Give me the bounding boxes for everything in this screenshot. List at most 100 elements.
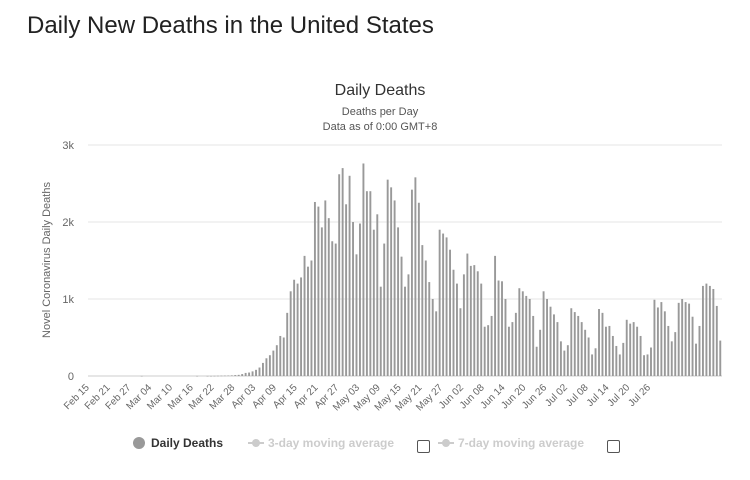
bar[interactable] xyxy=(629,323,632,376)
legend-3-day-average[interactable]: 3-day moving average xyxy=(248,436,394,450)
bar[interactable] xyxy=(324,200,327,376)
bar[interactable] xyxy=(504,299,507,376)
bar[interactable] xyxy=(417,202,420,376)
bar[interactable] xyxy=(490,315,493,376)
bar[interactable] xyxy=(636,326,639,376)
bar[interactable] xyxy=(258,367,261,376)
bar[interactable] xyxy=(546,299,548,376)
7-day-average-checkbox[interactable] xyxy=(607,440,620,453)
bar[interactable] xyxy=(286,312,289,376)
bar[interactable] xyxy=(400,256,403,376)
bar[interactable] xyxy=(317,206,320,376)
bar[interactable] xyxy=(507,326,510,376)
bar[interactable] xyxy=(532,315,535,376)
bar[interactable] xyxy=(289,291,292,376)
bar[interactable] xyxy=(615,345,618,376)
bar[interactable] xyxy=(410,189,413,376)
bar[interactable] xyxy=(667,325,670,376)
bar[interactable] xyxy=(580,322,583,376)
bar[interactable] xyxy=(646,354,649,376)
bar[interactable] xyxy=(220,375,223,377)
bar[interactable] xyxy=(216,375,219,377)
bar[interactable] xyxy=(539,329,542,376)
bar[interactable] xyxy=(320,227,323,376)
bar[interactable] xyxy=(705,283,708,376)
bar[interactable] xyxy=(452,269,455,376)
bar[interactable] xyxy=(528,299,531,376)
bar[interactable] xyxy=(701,285,704,376)
bar[interactable] xyxy=(237,374,240,376)
bar[interactable] xyxy=(501,281,503,376)
bar[interactable] xyxy=(140,375,143,377)
bar[interactable] xyxy=(653,299,656,376)
bar[interactable] xyxy=(404,286,406,376)
bar[interactable] xyxy=(303,255,306,376)
bar[interactable] xyxy=(348,175,351,376)
bar[interactable] xyxy=(712,288,715,376)
bar[interactable] xyxy=(570,308,573,376)
bar[interactable] xyxy=(608,325,611,376)
bar[interactable] xyxy=(698,325,701,376)
bar[interactable] xyxy=(681,299,684,376)
bar[interactable] xyxy=(230,375,233,376)
bar[interactable] xyxy=(334,243,337,376)
bar[interactable] xyxy=(691,316,694,376)
bar[interactable] xyxy=(234,375,237,376)
bar[interactable] xyxy=(518,288,521,376)
bar[interactable] xyxy=(210,375,212,377)
bar[interactable] xyxy=(196,375,199,377)
bar[interactable] xyxy=(265,358,268,376)
bar[interactable] xyxy=(466,253,469,376)
bar[interactable] xyxy=(535,346,538,376)
bar[interactable] xyxy=(359,223,361,376)
bar[interactable] xyxy=(338,174,341,376)
bar[interactable] xyxy=(313,201,316,376)
bar[interactable] xyxy=(708,285,711,376)
bar[interactable] xyxy=(643,355,646,376)
bar[interactable] xyxy=(369,191,372,376)
bar[interactable] xyxy=(251,371,254,376)
bar[interactable] xyxy=(618,354,621,376)
bar[interactable] xyxy=(435,311,438,376)
bar[interactable] xyxy=(514,312,517,376)
bar[interactable] xyxy=(494,255,497,376)
bar[interactable] xyxy=(719,340,722,376)
bar[interactable] xyxy=(379,286,382,376)
bar[interactable] xyxy=(227,375,230,377)
bar[interactable] xyxy=(431,299,434,376)
bar[interactable] xyxy=(449,249,451,376)
bar[interactable] xyxy=(393,200,396,376)
bar[interactable] xyxy=(622,342,625,376)
bar[interactable] xyxy=(307,266,309,376)
bar[interactable] xyxy=(480,283,483,376)
bar[interactable] xyxy=(282,337,285,377)
bar[interactable] xyxy=(424,260,427,377)
bar[interactable] xyxy=(442,233,445,376)
bar[interactable] xyxy=(591,354,594,376)
bar[interactable] xyxy=(577,315,580,376)
bar[interactable] xyxy=(521,291,524,376)
bar[interactable] xyxy=(656,307,659,376)
bar[interactable] xyxy=(604,326,607,376)
bar[interactable] xyxy=(525,295,528,376)
bar[interactable] xyxy=(487,325,490,376)
bar[interactable] xyxy=(674,332,677,376)
bar[interactable] xyxy=(483,326,486,376)
bar[interactable] xyxy=(566,345,569,376)
bar[interactable] xyxy=(213,375,216,377)
bar[interactable] xyxy=(255,369,257,376)
bar[interactable] xyxy=(559,341,562,376)
bar[interactable] xyxy=(223,375,226,377)
bar[interactable] xyxy=(244,372,247,376)
bar[interactable] xyxy=(684,302,687,376)
bar[interactable] xyxy=(279,335,282,376)
bar[interactable] xyxy=(476,271,479,376)
bar[interactable] xyxy=(663,311,666,376)
bar[interactable] xyxy=(563,350,566,376)
bar[interactable] xyxy=(331,241,334,376)
bar[interactable] xyxy=(542,291,545,376)
bar[interactable] xyxy=(473,265,476,376)
bar[interactable] xyxy=(594,348,597,376)
bar[interactable] xyxy=(327,218,330,376)
bar[interactable] xyxy=(372,229,375,376)
